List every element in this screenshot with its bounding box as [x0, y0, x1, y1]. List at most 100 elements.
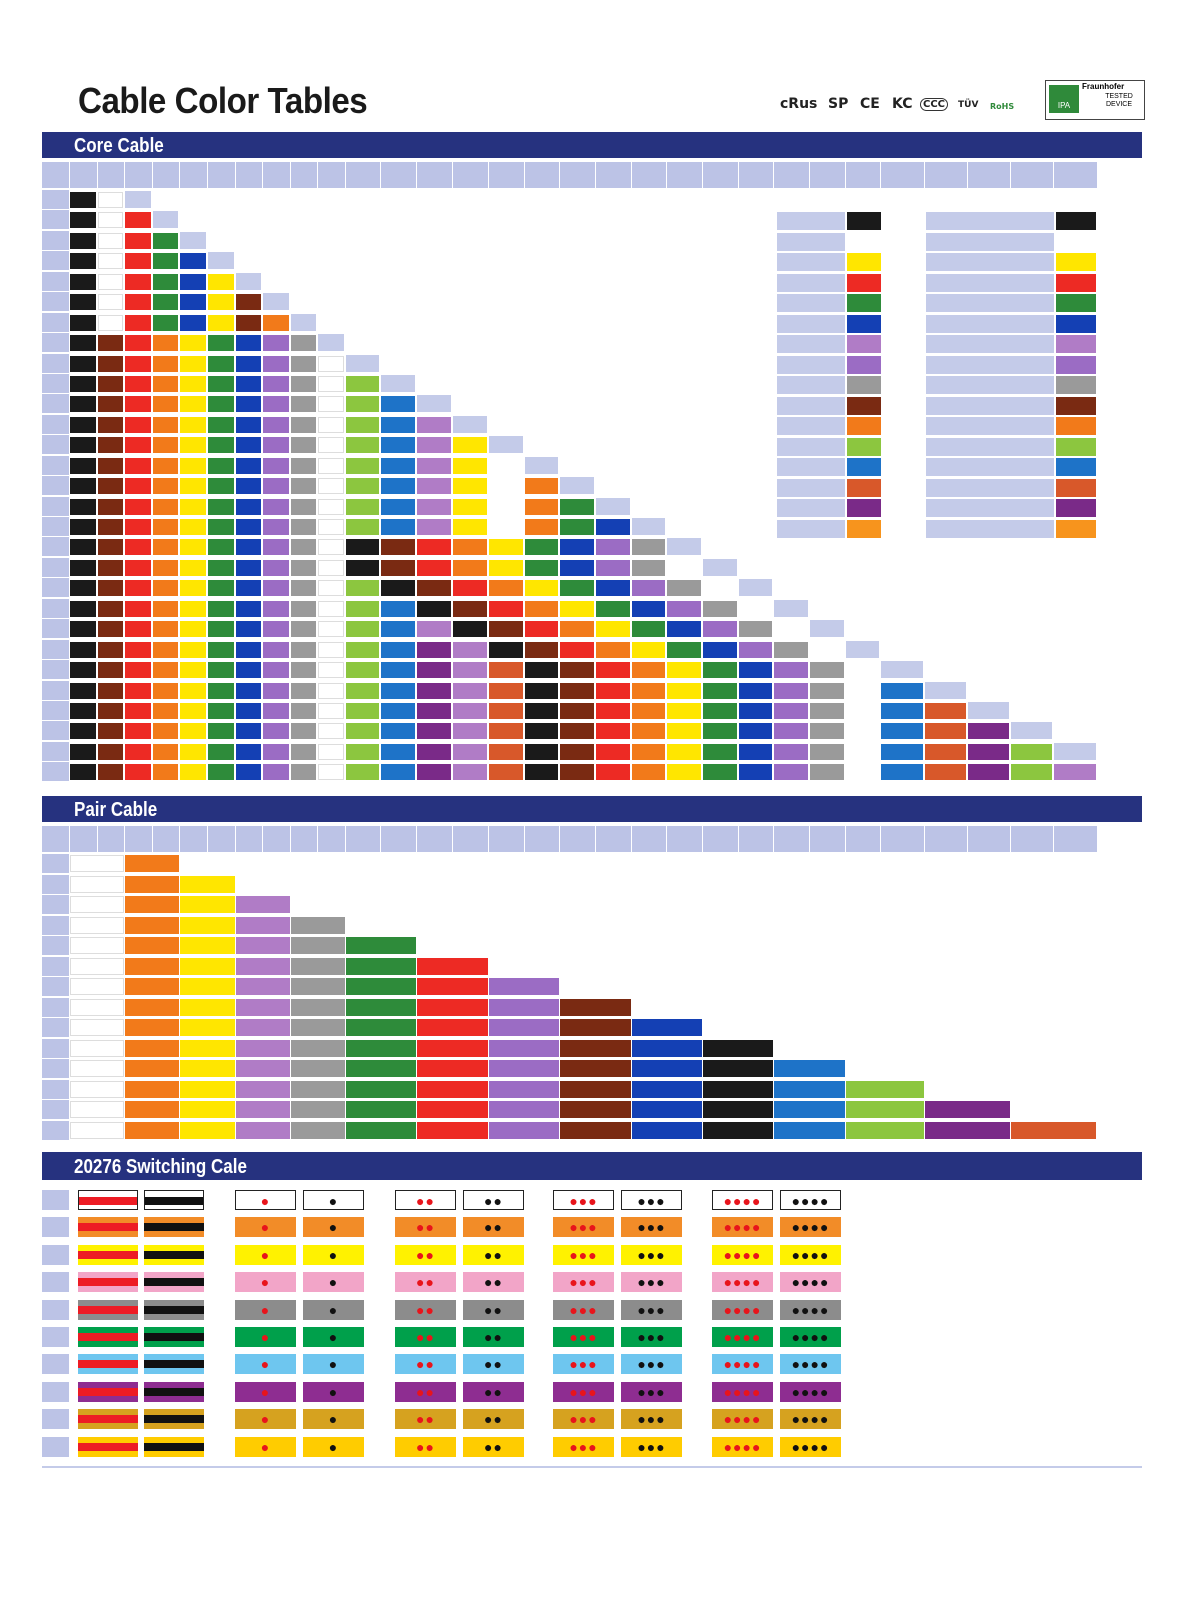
core-cell [70, 335, 96, 352]
black-dot-marker: ●● [463, 1217, 524, 1238]
core-cell [560, 519, 594, 536]
core-cell [70, 764, 96, 781]
black-dot-marker: ●●●● [780, 1299, 841, 1320]
legend-dot-swatch [1056, 417, 1096, 435]
pair-cell [180, 896, 235, 913]
pair-cell [70, 1039, 124, 1057]
core-cell [70, 232, 96, 249]
pair-cell [346, 998, 416, 1016]
core-cell [208, 764, 234, 781]
core-cell [346, 682, 379, 699]
core-header-col [739, 162, 773, 188]
core-row-end-placeholder [1011, 722, 1052, 740]
core-cell [236, 641, 261, 658]
core-cell [236, 375, 261, 392]
pair-cell [70, 875, 124, 893]
core-cell [346, 539, 379, 556]
core-cell [703, 723, 737, 740]
legend-dot-name [926, 396, 1054, 415]
pair-cell [703, 1121, 773, 1139]
core-cell [318, 498, 344, 515]
core-cell [739, 621, 772, 638]
core-cell [417, 498, 451, 515]
core-cell [596, 682, 630, 699]
legend-dot-name [926, 232, 1054, 251]
pair-cell [125, 998, 179, 1016]
core-cell [560, 559, 594, 576]
core-cell [881, 764, 923, 781]
core-cell [739, 743, 772, 760]
core-cell [98, 539, 123, 556]
core-row-label [42, 701, 69, 720]
core-cell [291, 641, 316, 658]
legend-color-swatch [847, 478, 881, 497]
core-cell [525, 621, 558, 638]
black-dot-marker: ● [303, 1244, 364, 1265]
core-cell [489, 621, 523, 638]
core-header-col [263, 162, 290, 188]
core-row-label [42, 190, 69, 209]
pair-cell [236, 896, 290, 913]
pair-cell [560, 1039, 631, 1057]
core-cell [453, 703, 487, 719]
core-cell [208, 396, 234, 413]
core-header-col [291, 162, 317, 188]
core-cell [208, 580, 234, 597]
core-cell [208, 498, 234, 515]
core-cell [153, 314, 178, 331]
core-cell [417, 764, 451, 781]
core-cell [417, 600, 451, 617]
core-cell [125, 621, 151, 638]
core-header-col [774, 162, 809, 188]
core-cell [703, 621, 737, 638]
core-cell [153, 437, 178, 454]
core-cell [153, 232, 178, 249]
core-header-col [98, 162, 124, 188]
core-cell [291, 723, 316, 740]
pair-header-col [381, 826, 416, 852]
red-dot-marker: ●●●● [712, 1217, 773, 1238]
core-cell [525, 559, 558, 576]
pair-row-label [42, 956, 69, 976]
core-cell [846, 764, 879, 781]
black-stripe-cable [144, 1381, 204, 1402]
pair-cell [236, 978, 290, 995]
core-row-label [42, 557, 69, 577]
black-dot-marker: ●●●● [780, 1409, 841, 1430]
pair-cell [560, 1060, 631, 1077]
core-cell [346, 437, 379, 454]
core-row-label [42, 455, 69, 475]
legend-color-swatch [847, 519, 881, 538]
pair-cell [489, 1080, 559, 1098]
core-row-end-placeholder [596, 497, 630, 515]
core-cell [739, 764, 772, 781]
core-cell [70, 559, 96, 576]
tested-device-label: TESTED DEVICE [1105, 93, 1133, 108]
red-dot-marker: ●●●● [712, 1190, 773, 1210]
core-cell [291, 457, 316, 474]
core-cell [98, 743, 123, 760]
core-header-col [417, 162, 452, 188]
core-cell [153, 457, 178, 474]
core-row-end-placeholder [263, 293, 289, 311]
core-row-label [42, 537, 69, 557]
pair-header-col [560, 826, 595, 852]
core-row-end-placeholder [968, 702, 1009, 719]
core-cell [560, 743, 594, 760]
black-dot-marker: ●● [463, 1327, 524, 1347]
core-cell [381, 703, 415, 719]
core-header-col [632, 162, 666, 188]
core-cell [125, 212, 151, 229]
core-cell [346, 662, 379, 679]
pair-cell [236, 937, 290, 954]
red-dot-marker: ● [235, 1327, 296, 1347]
red-dot-marker: ●● [395, 1190, 456, 1210]
core-cell [70, 641, 96, 658]
core-cell [774, 764, 808, 781]
switch-row-label [42, 1190, 69, 1210]
pair-cell [417, 1101, 488, 1118]
core-cell [180, 314, 206, 331]
core-cell [291, 559, 316, 576]
core-cell [453, 723, 487, 740]
pair-cell [70, 998, 124, 1016]
